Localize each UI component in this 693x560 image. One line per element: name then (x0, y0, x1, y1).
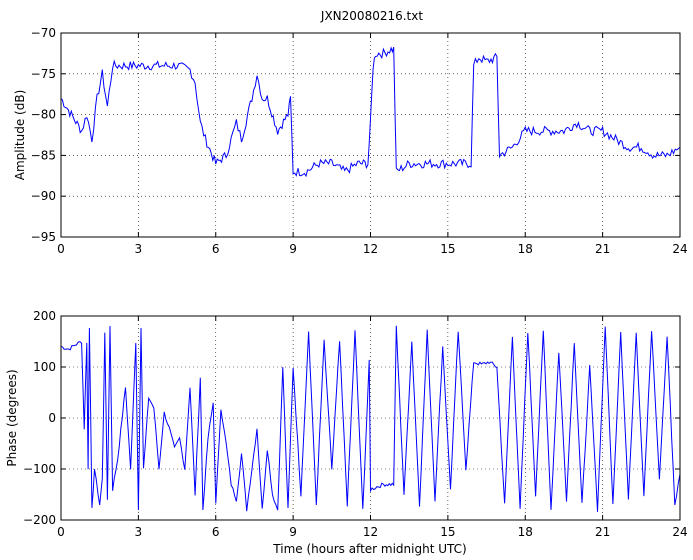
amplitude-x-tick-label: 9 (289, 242, 297, 256)
amplitude-plot-area (61, 33, 680, 237)
amplitude-axes: 0 3 6 9 12 15 18 21 24 −95 −90 −85 −80 −75 −70 Amplit… (13, 26, 688, 256)
phase-x-tick-label: 18 (518, 525, 533, 539)
amplitude-x-tick-label: 6 (212, 242, 220, 256)
amplitude-x-tick-label: 21 (595, 242, 610, 256)
phase-axes-box (60, 315, 681, 521)
phase-x-tick-label: 24 (672, 525, 687, 539)
amplitude-y-tick-label: −70 (31, 26, 56, 40)
phase-y-ticks: −200 −100 0 100 200 (23, 309, 680, 527)
phase-x-axis-label: Time (hours after midnight UTC) (272, 542, 466, 556)
phase-y-tick-label: 0 (48, 411, 56, 425)
amplitude-axes-box (60, 32, 681, 238)
phase-x-tick-label: 9 (289, 525, 297, 539)
amplitude-x-ticks: 0 3 6 9 12 15 18 21 24 (57, 33, 688, 256)
amplitude-y-tick-label: −80 (31, 108, 56, 122)
phase-x-ticks: 0 3 6 9 12 15 18 21 24 (57, 316, 688, 539)
phase-series-line (60, 325, 681, 512)
phase-y-tick-label: −100 (23, 462, 56, 476)
chart-title: JXN20080216.txt (320, 9, 423, 23)
phase-x-tick-label: 21 (595, 525, 610, 539)
phase-axes: 0 3 6 9 12 15 18 21 24 −200 −100 0 100 200 Phase (de… (5, 309, 688, 556)
phase-y-tick-label: 200 (33, 309, 56, 323)
amplitude-y-tick-label: −95 (31, 230, 56, 244)
amplitude-x-tick-label: 24 (672, 242, 687, 256)
phase-x-tick-label: 0 (57, 525, 65, 539)
phase-x-tick-label: 12 (363, 525, 378, 539)
phase-y-tick-label: 100 (33, 360, 56, 374)
amplitude-x-tick-label: 15 (440, 242, 455, 256)
amplitude-x-tick-label: 3 (135, 242, 143, 256)
amplitude-series-line (60, 46, 681, 178)
amplitude-x-tick-label: 18 (518, 242, 533, 256)
amplitude-y-tick-label: −75 (31, 67, 56, 81)
phase-x-tick-label: 6 (212, 525, 220, 539)
phase-y-tick-label: −200 (23, 513, 56, 527)
amplitude-y-axis-label: Amplitude (dB) (13, 90, 27, 181)
amplitude-x-tick-label: 12 (363, 242, 378, 256)
phase-y-axis-label: Phase (degrees) (5, 369, 19, 466)
phase-x-tick-label: 3 (135, 525, 143, 539)
amplitude-y-tick-label: −85 (31, 148, 56, 162)
phase-x-tick-label: 15 (440, 525, 455, 539)
amplitude-y-tick-label: −90 (31, 189, 56, 203)
amplitude-x-tick-label: 0 (57, 242, 65, 256)
amplitude-y-ticks: −95 −90 −85 −80 −75 −70 (31, 26, 680, 244)
